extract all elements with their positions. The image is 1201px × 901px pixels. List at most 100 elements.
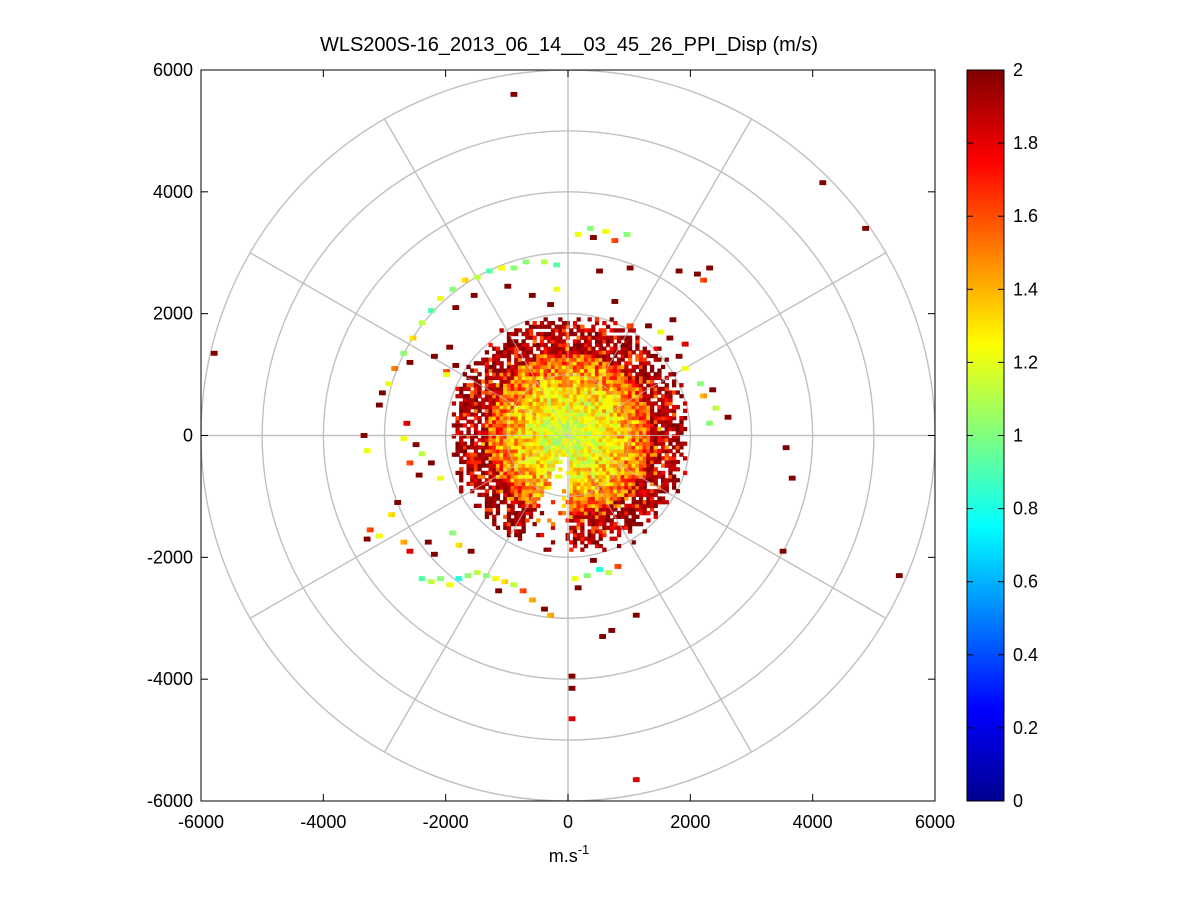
core-cell: [616, 459, 622, 465]
core-cell: [580, 485, 585, 490]
core-cell: [620, 383, 625, 388]
core-cell: [543, 397, 548, 402]
core-cell: [459, 416, 464, 421]
core-cell: [517, 342, 523, 348]
core-cell: [536, 372, 541, 377]
core-cell: [642, 375, 647, 381]
core-cell: [492, 441, 497, 446]
core-cell: [591, 386, 596, 392]
scatter-cell-pair: [609, 570, 613, 575]
core-cell: [576, 405, 581, 410]
core-cell: [506, 430, 512, 435]
core-cell: [521, 339, 526, 344]
core-cell: [591, 532, 596, 538]
core-cell: [638, 485, 644, 490]
scatter-cell: [694, 271, 699, 277]
core-cell: [550, 416, 556, 421]
core-cell: [506, 339, 512, 344]
core-cell: [561, 390, 567, 395]
core-cell: [514, 390, 519, 395]
core-cell: [572, 463, 578, 468]
core-cell: [572, 430, 578, 435]
core-cell: [583, 342, 589, 348]
core-cell: [521, 419, 526, 424]
core-cell: [671, 412, 677, 417]
core-cell: [484, 511, 490, 516]
core-cell: [561, 350, 567, 355]
core-cell: [510, 474, 515, 479]
core-cell: [653, 401, 658, 406]
core-cell: [627, 478, 633, 483]
core-cell: [561, 445, 567, 450]
core-cell: [510, 441, 515, 446]
core-cell: [473, 401, 479, 406]
core-cell: [473, 441, 479, 446]
core-cell: [613, 459, 618, 465]
core-cell: [591, 492, 596, 498]
core-cell: [521, 441, 526, 446]
core-cell: [646, 459, 651, 465]
core-cell: [638, 379, 644, 384]
core-cell: [664, 485, 669, 490]
core-cell: [521, 503, 526, 508]
core-cell: [477, 474, 482, 479]
core-cell: [521, 372, 526, 377]
core-cell: [671, 372, 677, 377]
core-cell: [532, 496, 537, 501]
core-cell: [455, 448, 460, 454]
core-cell: [514, 518, 519, 523]
core-cell: [517, 386, 523, 392]
core-cell: [547, 419, 552, 424]
core-cell: [506, 346, 512, 351]
core-cell: [488, 397, 493, 402]
core-cell: [455, 416, 460, 421]
scatter-cell: [400, 350, 406, 356]
core-cell: [594, 342, 600, 348]
core-cell: [653, 426, 658, 432]
scatter-cell: [430, 353, 436, 359]
core-cell: [536, 456, 541, 461]
core-cell: [598, 379, 603, 384]
core-cell: [668, 467, 673, 472]
core-cell: [495, 437, 501, 443]
core-cell: [591, 437, 596, 443]
core-cell: [521, 375, 526, 381]
core-cell: [521, 383, 526, 388]
core-cell: [642, 474, 647, 479]
core-cell: [492, 361, 497, 366]
core-cell: [470, 489, 475, 494]
core-cell: [561, 437, 567, 443]
scatter-cell: [608, 627, 614, 633]
scatter-cell-pair: [502, 265, 506, 271]
core-cell: [587, 474, 592, 479]
scatter-cell-pair: [572, 685, 576, 691]
core-cell: [587, 430, 592, 435]
core-cell: [503, 489, 508, 494]
core-cell: [657, 368, 662, 373]
core-cell: [514, 478, 519, 483]
core-cell: [583, 503, 589, 508]
scatter-cell: [409, 335, 415, 341]
core-cell: [455, 426, 460, 432]
core-cell: [620, 500, 625, 505]
core-cell: [631, 456, 636, 461]
core-cell: [587, 540, 592, 545]
core-cell: [550, 372, 556, 377]
scatter-cell: [210, 350, 216, 356]
core-cell: [627, 470, 633, 476]
core-cell: [675, 434, 680, 439]
core-cell: [616, 405, 622, 410]
core-cell: [499, 448, 504, 454]
core-cell: [477, 456, 482, 461]
core-cell: [576, 503, 581, 508]
core-cell: [558, 346, 563, 351]
scatter-cell-pair: [367, 536, 371, 542]
core-cell: [569, 423, 574, 428]
scatter-cell-pair: [392, 512, 395, 518]
core-cell: [576, 430, 581, 435]
scatter-cell-pair: [505, 579, 509, 585]
core-cell: [616, 372, 622, 377]
scatter-cell: [418, 576, 424, 582]
core-cell: [510, 408, 515, 413]
core-cell: [660, 448, 666, 454]
